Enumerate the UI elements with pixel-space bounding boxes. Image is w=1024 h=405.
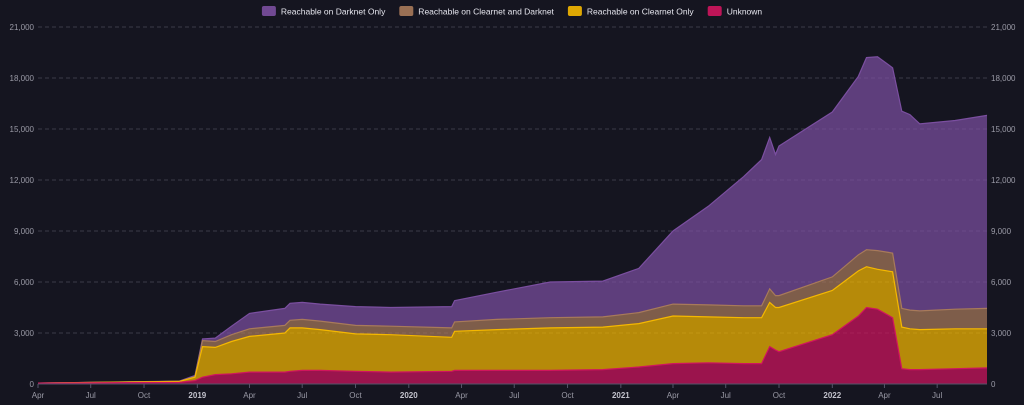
legend-item-reachable-on-clearnet-and-darknet: Reachable on Clearnet and Darknet (399, 6, 555, 17)
x-tick-label: Jul (509, 391, 519, 400)
x-tick-label: Apr (243, 391, 256, 400)
x-tick-label: 2019 (188, 391, 206, 400)
x-tick-label: Oct (773, 391, 786, 400)
legend: Reachable on Darknet Only Reachable on Cl… (261, 6, 763, 17)
x-tick-label: Apr (32, 391, 45, 400)
area-unknown (38, 307, 987, 384)
legend-label: Reachable on Clearnet and Darknet (418, 7, 554, 17)
y-tick-label-right: 0 (991, 380, 996, 389)
y-tick-label-left: 21,000 (10, 23, 35, 32)
y-tick-label-left: 12,000 (10, 176, 35, 185)
axes: 0 0 3,000 3,000 6,000 6,000 9,000 9,000 12,000 12… (10, 23, 1016, 400)
line-unknown (37, 306, 988, 384)
line-reachable-on-darknet-only (37, 56, 988, 384)
x-tick-label: Apr (878, 391, 891, 400)
y-tick-label-right: 12,000 (991, 176, 1016, 185)
x-tick-label: Oct (349, 391, 362, 400)
legend-swatch (399, 6, 414, 16)
x-tick-label: Oct (138, 391, 151, 400)
legend-item-unknown: Unknown (707, 6, 763, 17)
legend-label: Unknown (727, 7, 763, 17)
y-tick-label-left: 15,000 (10, 125, 35, 134)
y-tick-label-right: 3,000 (991, 329, 1012, 338)
y-tick-label-right: 6,000 (991, 278, 1012, 287)
y-tick-label-left: 0 (30, 380, 35, 389)
y-tick-label-right: 15,000 (991, 125, 1016, 134)
legend-item-reachable-on-darknet-only: Reachable on Darknet Only (261, 6, 386, 17)
legend-item-reachable-on-clearnet-only: Reachable on Clearnet Only (567, 6, 695, 17)
y-tick-label-left: 6,000 (14, 278, 35, 287)
x-tick-label: 2020 (400, 391, 418, 400)
legend-label: Reachable on Darknet Only (281, 7, 386, 17)
y-tick-label-right: 9,000 (991, 227, 1012, 236)
line-reachable-on-clearnet-only (37, 266, 987, 384)
area-reachable-on-darknet-only (38, 56, 987, 384)
legend-swatch (261, 6, 276, 16)
legend-swatch (567, 6, 582, 16)
x-tick-label: Apr (667, 391, 680, 400)
x-tick-label: Apr (455, 391, 468, 400)
legend-label: Reachable on Clearnet Only (587, 7, 695, 17)
y-tick-label-left: 18,000 (10, 74, 35, 83)
legend-swatch (707, 6, 722, 16)
x-tick-label: 2021 (612, 391, 630, 400)
area-reachable-on-clearnet-only (38, 266, 987, 384)
x-tick-label: Jul (932, 391, 942, 400)
x-tick-label: Jul (86, 391, 96, 400)
x-tick-label: Jul (721, 391, 731, 400)
y-tick-label-left: 3,000 (14, 329, 35, 338)
y-tick-label-left: 9,000 (14, 227, 35, 236)
line-reachable-on-clearnet-and-darknet (37, 249, 988, 384)
y-tick-label-right: 18,000 (991, 74, 1016, 83)
area-reachable-on-clearnet-and-darknet (38, 249, 987, 384)
x-tick-label: Jul (297, 391, 307, 400)
area-series (37, 56, 988, 384)
y-tick-label-right: 21,000 (991, 23, 1016, 32)
x-tick-label: Oct (561, 391, 574, 400)
x-tick-label: 2022 (823, 391, 841, 400)
